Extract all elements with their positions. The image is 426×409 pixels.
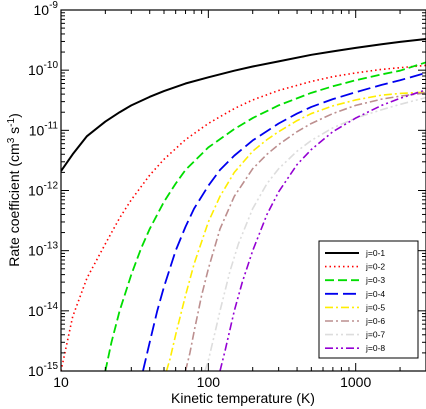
x-axis-label: Kinetic temperature (K): [171, 390, 315, 406]
series-line-j=0-4: [142, 72, 426, 371]
y-axis-label: Rate coefficient (cm3 s-1): [6, 113, 22, 267]
plot-frame: [60, 9, 426, 372]
y-tick-label: 10-14: [28, 301, 58, 319]
y-tick-label: 10-10: [28, 60, 58, 78]
series-line-j=0-6: [184, 92, 426, 371]
y-tick-label: 10-13: [28, 241, 58, 259]
series-line-j=0-2: [61, 64, 426, 371]
legend-label-j=0-6: j=0-6: [365, 316, 385, 326]
series-line-j=0-8: [219, 89, 426, 371]
series-line-j=0-3: [104, 61, 426, 371]
tick-label-layer: 10 100 1000 10-15 10-14 10-13 10-12 10-11 10-10 1…: [28, 0, 372, 390]
y-tick-label: 10-12: [28, 181, 58, 199]
legend-label-j=0-8: j=0-8: [365, 343, 385, 353]
x-tick-label: 100: [197, 374, 221, 390]
x-tick-label: 10: [53, 374, 69, 390]
legend-label-j=0-1: j=0-1: [365, 248, 385, 258]
legend-label-j=0-4: j=0-4: [365, 289, 385, 299]
legend-label-j=0-2: j=0-2: [365, 262, 385, 272]
series-line-j=0-1: [61, 37, 426, 172]
legend-label-j=0-5: j=0-5: [365, 302, 385, 312]
x-tick-label: 1000: [340, 374, 371, 390]
series-line-j=0-7: [204, 96, 426, 371]
y-tick-label: 10-11: [29, 120, 59, 138]
legend-box: [318, 240, 419, 359]
y-tick-label: 10-9: [34, 0, 59, 18]
y-tick-label: 10-15: [28, 361, 58, 379]
legend: j=0-1 j=0-2 j=0-3 j=0-4 j=0-5 j=0-6 j=0-7 j=0-8: [318, 240, 419, 359]
series-layer: [61, 37, 426, 371]
series-line-j=0-5: [165, 91, 426, 371]
legend-label-j=0-7: j=0-7: [365, 330, 385, 340]
legend-label-j=0-3: j=0-3: [365, 275, 385, 285]
